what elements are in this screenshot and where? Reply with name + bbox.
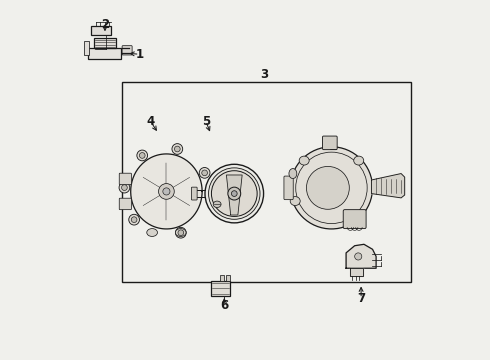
FancyBboxPatch shape	[122, 46, 132, 55]
Text: 7: 7	[357, 292, 365, 305]
Ellipse shape	[175, 228, 186, 238]
Ellipse shape	[147, 229, 157, 237]
Ellipse shape	[299, 156, 309, 165]
Circle shape	[205, 164, 264, 223]
FancyBboxPatch shape	[94, 38, 116, 48]
FancyBboxPatch shape	[322, 136, 337, 150]
Ellipse shape	[354, 156, 364, 165]
Ellipse shape	[172, 144, 183, 154]
Ellipse shape	[213, 201, 221, 207]
Circle shape	[131, 217, 137, 222]
Bar	[122, 82, 411, 282]
Circle shape	[178, 230, 184, 235]
Circle shape	[355, 253, 362, 260]
Circle shape	[163, 188, 170, 195]
Circle shape	[306, 166, 349, 209]
FancyBboxPatch shape	[92, 26, 111, 35]
Ellipse shape	[137, 150, 147, 161]
Circle shape	[291, 147, 372, 229]
FancyBboxPatch shape	[211, 281, 230, 296]
Polygon shape	[350, 268, 363, 276]
Text: 6: 6	[220, 299, 228, 312]
Polygon shape	[131, 154, 202, 229]
Circle shape	[122, 185, 127, 190]
Circle shape	[209, 168, 260, 219]
Ellipse shape	[175, 229, 186, 237]
Text: 4: 4	[146, 114, 154, 127]
FancyBboxPatch shape	[83, 41, 89, 55]
Text: 5: 5	[201, 114, 210, 127]
FancyBboxPatch shape	[88, 48, 121, 59]
FancyBboxPatch shape	[226, 275, 230, 281]
Ellipse shape	[290, 197, 300, 206]
FancyBboxPatch shape	[119, 173, 131, 185]
Ellipse shape	[289, 168, 297, 179]
Text: 2: 2	[101, 18, 109, 31]
Polygon shape	[226, 175, 242, 215]
FancyBboxPatch shape	[343, 210, 366, 229]
Polygon shape	[346, 244, 376, 268]
Circle shape	[228, 187, 241, 200]
FancyBboxPatch shape	[284, 176, 293, 200]
Ellipse shape	[119, 182, 130, 193]
Circle shape	[159, 184, 174, 199]
FancyBboxPatch shape	[119, 198, 131, 210]
Ellipse shape	[346, 217, 356, 226]
FancyBboxPatch shape	[192, 187, 197, 200]
Text: 1: 1	[136, 48, 144, 61]
Ellipse shape	[129, 214, 140, 225]
Circle shape	[231, 191, 237, 197]
Circle shape	[139, 153, 145, 158]
Text: 3: 3	[261, 68, 269, 81]
FancyBboxPatch shape	[220, 275, 224, 281]
Circle shape	[174, 146, 180, 152]
Circle shape	[211, 171, 257, 216]
Polygon shape	[371, 174, 405, 198]
Circle shape	[202, 170, 207, 176]
Ellipse shape	[199, 167, 210, 178]
